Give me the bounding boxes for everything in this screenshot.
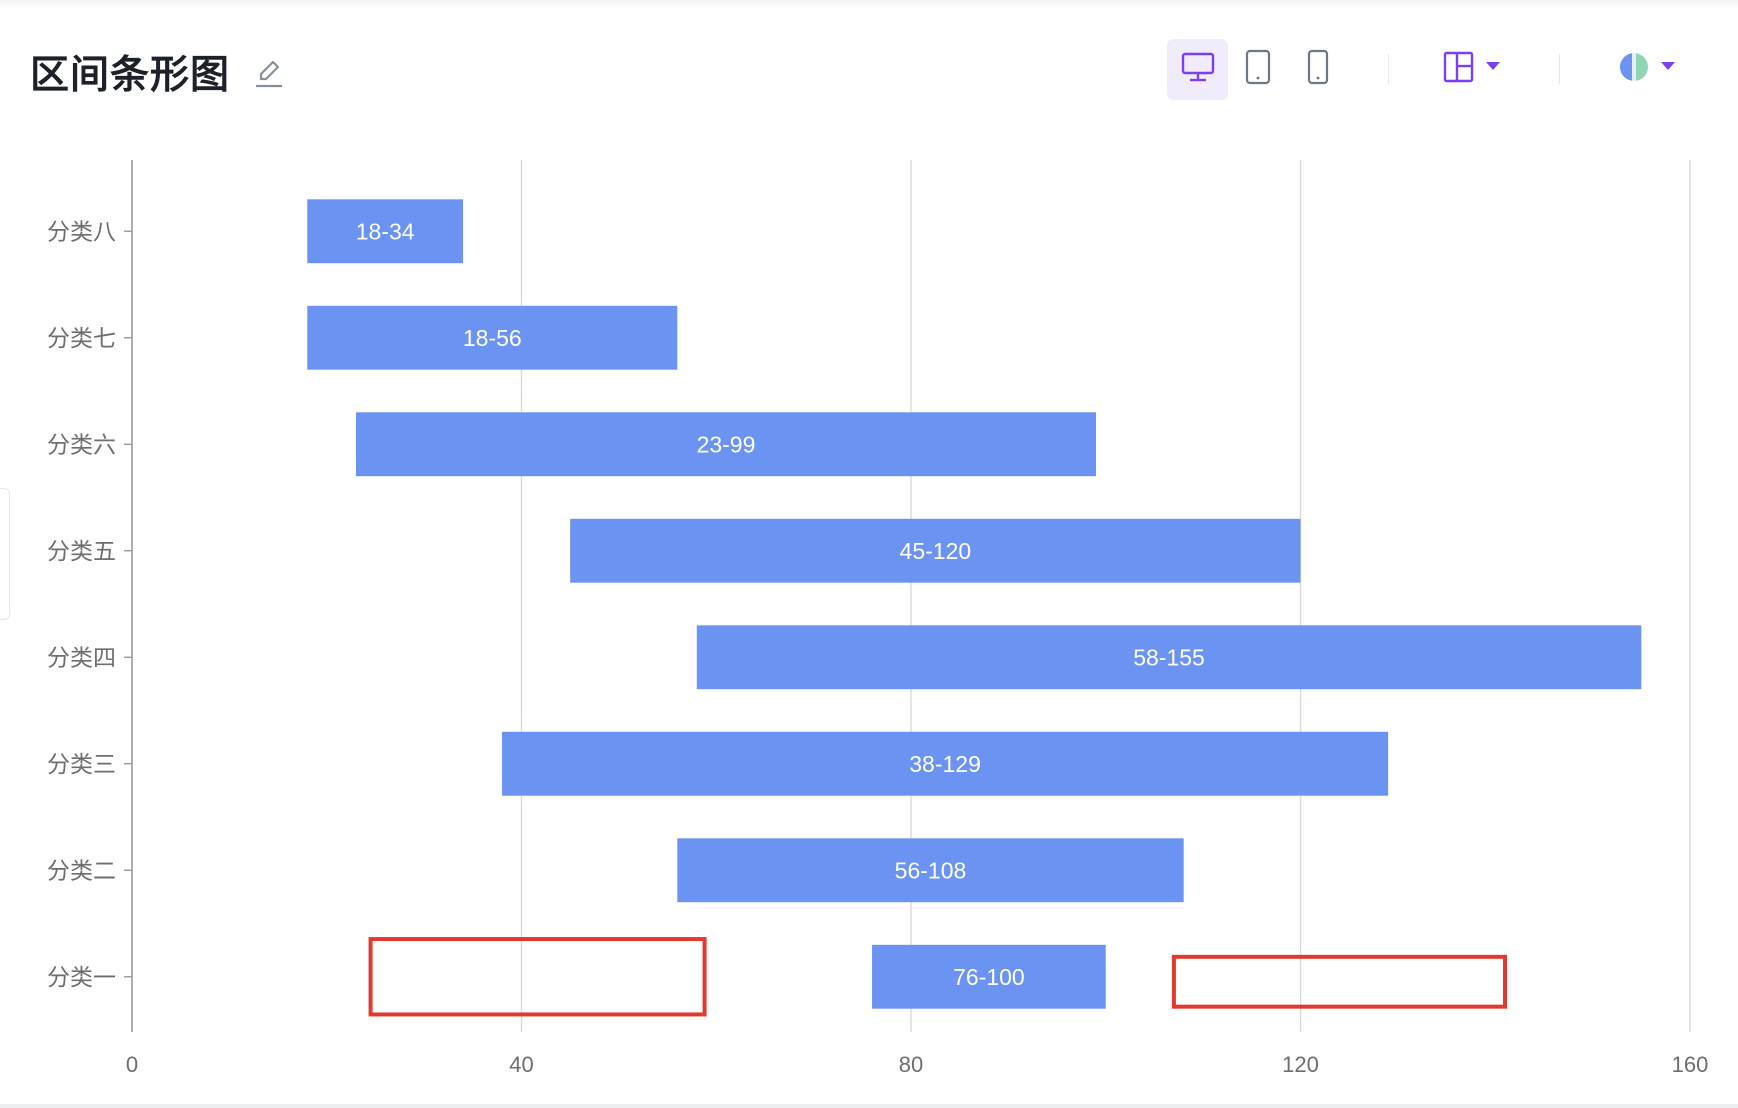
mobile-view-button[interactable] <box>1287 39 1348 100</box>
bar-data-label: 56-108 <box>895 857 967 883</box>
chart-area: 0 40 80 120 160 分类一 76-100 分类二 56-108 分类三 38-129 分类… <box>0 160 1738 1100</box>
highlight-box <box>1171 954 1507 1009</box>
y-category-label: 分类六 <box>47 432 116 458</box>
layout-icon <box>1442 50 1504 89</box>
range-bar <box>696 625 1642 690</box>
tablet-view-button[interactable] <box>1227 39 1288 100</box>
range-bar <box>570 518 1301 583</box>
toolbar-divider <box>1559 54 1560 84</box>
top-shade <box>0 0 1738 8</box>
page-title: 区间条形图 <box>30 53 231 98</box>
bar-data-label: 23-99 <box>697 431 756 457</box>
range-bar <box>355 412 1097 477</box>
x-tick-label: 160 <box>1672 1052 1709 1077</box>
mobile-icon <box>1307 49 1329 90</box>
range-bar <box>502 731 1389 796</box>
bar-data-label: 45-120 <box>900 538 972 564</box>
y-category-label: 分类五 <box>47 539 116 565</box>
range-bar <box>307 305 678 370</box>
x-tick-label: 120 <box>1282 1052 1319 1077</box>
x-tick-label: 0 <box>126 1052 138 1077</box>
x-tick-label: 40 <box>509 1052 533 1077</box>
bar-data-label: 58-155 <box>1133 644 1205 670</box>
y-category-label: 分类三 <box>47 752 116 778</box>
y-category-label: 分类一 <box>47 965 116 991</box>
y-category-label: 分类七 <box>47 326 116 352</box>
header: 区间条形图 <box>0 30 1738 110</box>
desktop-icon <box>1181 52 1215 87</box>
theme-icon <box>1617 50 1679 89</box>
edit-pencil-icon[interactable] <box>253 56 285 90</box>
y-category-label: 分类二 <box>47 858 116 884</box>
y-category-label: 分类四 <box>47 645 116 671</box>
bar-data-label: 38-129 <box>909 751 981 777</box>
x-tick-label: 80 <box>899 1052 923 1077</box>
bar-data-label: 76-100 <box>953 964 1025 990</box>
range-bar <box>872 944 1106 1009</box>
range-bar-chart: 0 40 80 120 160 分类一 76-100 分类二 56-108 分类三 38-129 分类… <box>47 160 1709 1077</box>
layout-dropdown-button[interactable] <box>1433 39 1513 100</box>
bar-data-label: 18-34 <box>356 218 415 244</box>
tablet-icon <box>1244 49 1272 90</box>
highlight-box <box>368 937 707 1017</box>
y-category-label: 分类八 <box>47 219 116 245</box>
bottom-divider <box>0 1104 1738 1108</box>
bar-data-label: 18-56 <box>463 325 522 351</box>
desktop-view-button[interactable] <box>1167 39 1228 100</box>
range-bar <box>677 838 1184 903</box>
side-panel-handle[interactable] <box>0 488 10 620</box>
toolbar-divider <box>1388 54 1389 84</box>
theme-dropdown-button[interactable] <box>1608 39 1688 100</box>
range-bar <box>307 199 464 264</box>
